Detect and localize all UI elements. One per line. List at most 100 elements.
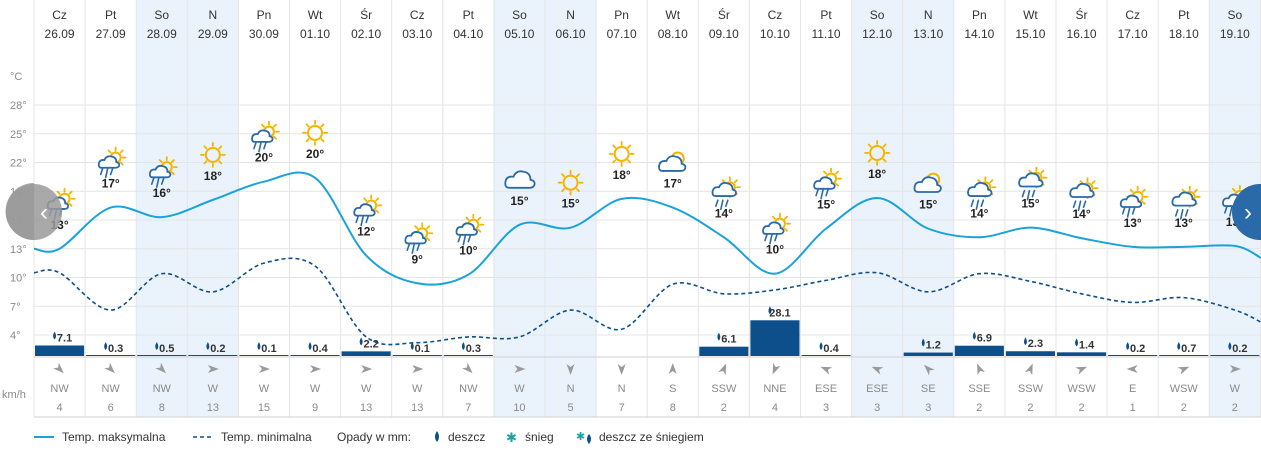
wind-direction: NW (50, 383, 69, 395)
wind-direction: W (310, 383, 321, 395)
precip-bar (1057, 352, 1107, 356)
wind-direction: W (514, 383, 525, 395)
raindrop-icon (359, 337, 363, 346)
nav-right-button[interactable]: › (1232, 184, 1261, 240)
day-label: Śr (1076, 7, 1088, 22)
wind-direction: E (1129, 383, 1136, 395)
wind-speed: 4 (772, 402, 778, 414)
temp-max-label: 15° (919, 198, 937, 212)
raindrop-icon (1075, 338, 1079, 347)
wind-speed: 7 (619, 402, 625, 414)
day-label: Pn (614, 8, 629, 22)
day-label: Śr (360, 7, 372, 22)
date-label: 26.09 (45, 27, 75, 41)
day-label: So (870, 8, 885, 22)
precip-bar (1005, 351, 1055, 356)
precip-label: 0.7 (1181, 343, 1196, 355)
wind-arrow-icon (617, 364, 626, 375)
wind-unit-label: km/h (2, 389, 26, 401)
legend-min-label: Temp. minimalna (221, 430, 312, 444)
wind-arrow-icon (977, 363, 985, 376)
precip-label-group: 0.7 (1177, 342, 1196, 355)
wind-speed: 10 (513, 402, 525, 414)
date-label: 09.10 (709, 27, 739, 41)
date-label: 19.10 (1220, 27, 1250, 41)
day-label: Cz (1125, 8, 1140, 22)
date-label: 15.10 (1015, 27, 1045, 41)
precip-label-group: 0.1 (410, 342, 430, 355)
wind-direction: SSE (968, 383, 990, 395)
day-label: Pn (257, 8, 272, 22)
raindrop-icon (155, 342, 159, 350)
precip-bar (443, 355, 493, 356)
wind-arrow-icon (1177, 366, 1190, 375)
day-label: Śr (718, 7, 730, 22)
wind-direction: N (567, 383, 575, 395)
wind-speed: 2 (1027, 402, 1033, 414)
day-label: Wt (665, 8, 680, 22)
precip-label: 2.3 (1028, 338, 1043, 350)
precip-bar (954, 345, 1004, 356)
sun-rain-icon (148, 156, 178, 188)
precip-label: 0.5 (159, 343, 174, 355)
wind-direction: W (259, 383, 270, 395)
legend: Temp. maksymalna Temp. minimalna Opady w m… (34, 430, 704, 445)
wind-arrow-icon (1229, 365, 1241, 373)
precip-bar (699, 346, 749, 356)
wind-speed: 13 (360, 402, 372, 414)
precip-bar (801, 355, 851, 356)
wind-speed: 8 (159, 402, 165, 414)
precip-bar (137, 355, 187, 356)
precip-label: 0.4 (312, 343, 328, 355)
wind-direction: W (412, 383, 423, 395)
raindrop-icon (819, 342, 823, 350)
wind-arrow-icon (1024, 363, 1033, 376)
sun-rain-icon (762, 212, 791, 245)
precip-label: 6.1 (721, 334, 736, 346)
day-label: Pt (1178, 8, 1190, 22)
raindrop-icon (308, 342, 312, 350)
precip-label-group: 6.1 (717, 332, 736, 346)
nav-left-button[interactable]: ‹ (5, 183, 62, 240)
date-label: 06.10 (556, 27, 586, 41)
precip-label-group: 0.2 (206, 342, 225, 355)
date-label: 04.10 (453, 27, 483, 41)
date-label: 28.09 (147, 27, 177, 41)
wind-direction: WSW (1067, 383, 1096, 395)
raindrop-icon (972, 331, 976, 340)
wind-speed: 3 (925, 402, 931, 414)
sun-rain-icon (251, 120, 280, 153)
wind-arrow-icon (772, 362, 781, 375)
wind-direction: N (618, 383, 626, 395)
weekend-column (902, 0, 954, 417)
raindrop-icon (1177, 342, 1181, 350)
wind-speed: 7 (465, 402, 471, 414)
cloud-sun-icon (658, 151, 687, 172)
wind-speed: 1 (1130, 402, 1136, 414)
precip-bar (341, 351, 391, 356)
precip-label: 6.9 (977, 333, 992, 345)
temp-max-label: 18° (204, 169, 222, 183)
temp-max-label: 15° (817, 198, 835, 212)
precip-bar (1210, 355, 1260, 356)
sun-icon (557, 169, 584, 196)
date-label: 17.10 (1118, 27, 1148, 41)
temp-max-label: 15° (510, 194, 528, 208)
sun-rain-icon (455, 213, 485, 246)
precip-bar (1159, 355, 1209, 356)
date-label: 30.09 (249, 27, 279, 41)
wind-speed: 3 (823, 402, 829, 414)
y-tick-label: 4° (10, 330, 21, 342)
wind-direction: W (208, 383, 219, 395)
temp-max-label: 12° (357, 224, 375, 238)
wind-direction: SSW (1018, 383, 1044, 395)
date-label: 02.10 (351, 27, 381, 41)
date-label: 27.09 (96, 27, 126, 41)
date-label: 13.10 (913, 27, 943, 41)
wind-speed: 9 (312, 402, 318, 414)
weekend-column (545, 0, 597, 417)
wind-direction: SSW (711, 383, 737, 395)
legend-precip-title: Opady w mm: (337, 430, 411, 444)
day-label: Cz (410, 8, 425, 22)
